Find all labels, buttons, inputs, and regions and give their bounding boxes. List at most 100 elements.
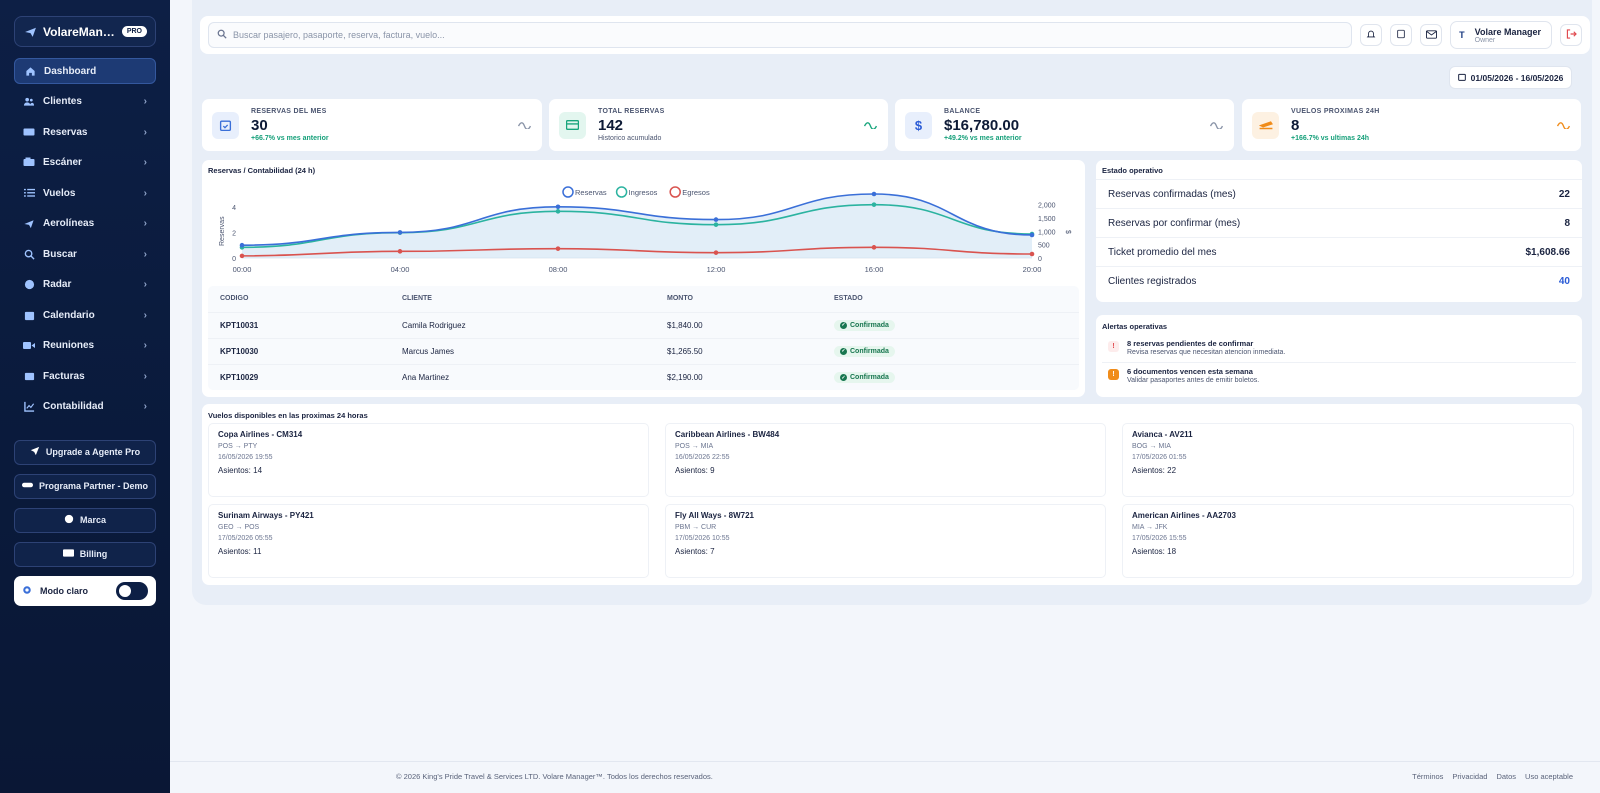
column-header: MONTO [667,295,693,303]
messages-button[interactable] [1420,24,1443,46]
billing-button[interactable]: Billing [14,541,156,567]
sidebar-item-dashboard[interactable]: Dashboard [14,58,156,84]
dollar-icon: $ [905,111,932,139]
series-point-egresos [555,246,561,251]
partner-program-button[interactable]: Programa Partner - Demo [14,473,156,499]
y-tick-label: 4 [232,205,236,212]
upgrade-button[interactable]: Upgrade a Agente Pro [14,439,156,465]
alertas-panel: Alertas operativas ! 8 reservas pendient… [1096,315,1582,397]
chevron-right-icon: › [143,126,147,138]
sidebar-item-label: Reuniones [43,340,95,351]
sidebar-item-buscar[interactable]: Buscar › [14,241,156,267]
y2-axis-title: $ [1064,230,1071,234]
cell-code: KPT10030 [208,337,390,364]
kpi-card-balance: $ BALANCE $16,780.00 +49.2% vs mes anter… [895,99,1234,151]
sidebar-item-radar[interactable]: Radar › [14,272,156,298]
flight-card[interactable]: Caribbean Airlines - BW484 POS → MIA 16/… [665,423,1106,497]
user-menu[interactable]: T Volare Manager Owner [1450,21,1552,49]
alert-item[interactable]: ! 6 documentos vencen esta semana Validar… [1102,367,1576,384]
footer-links: Términos Privacidad Datos Uso aceptable [1412,772,1573,781]
note-icon [1396,26,1406,44]
footer-link-uso-aceptable[interactable]: Uso aceptable [1525,772,1573,781]
brand-button-label: Marca [79,515,106,525]
notifications-button[interactable] [1360,24,1383,46]
sidebar-item-vuelos[interactable]: Vuelos › [14,180,156,206]
flight-route: PBM → CUR [675,524,717,531]
reservations-table: CODIGO CLIENTE MONTO ESTADO KPT10031 Cam… [208,286,1079,390]
y2-tick-label: 1,000 [1038,229,1056,236]
footer-link-datos[interactable]: Datos [1496,772,1517,781]
sidebar-item-aerolineas[interactable]: Aerolíneas › [14,211,156,237]
flight-card[interactable]: Fly All Ways - 8W721 PBM → CUR 17/05/202… [665,504,1106,578]
scanner-icon [23,157,35,169]
chart-table-panel: Reservas / Contabilidad (24 h) Reservas I… [202,160,1085,397]
table-row[interactable]: KPT10031 Camila Rodriguez $1,840.00 ✓ Con… [208,311,1079,338]
table-row[interactable]: KPT10029 Ana Martinez $2,190.00 ✓ Confirm… [208,363,1079,390]
logout-button[interactable] [1560,24,1582,46]
flight-card[interactable]: American Airlines - AA2703 MIA → JFK 17/… [1122,504,1574,578]
series-point-reservas [713,217,719,222]
cell-code: KPT10029 [208,363,390,390]
footer-link-privacidad[interactable]: Privacidad [1452,772,1488,781]
chevron-right-icon: › [143,309,147,321]
table-header-row: CODIGO CLIENTE MONTO ESTADO [208,286,1079,312]
alert-desc: Revisa reservas que necesitan atencion i… [1127,349,1286,356]
flight-seats: Asientos: 9 [675,466,715,475]
kpi-label: BALANCE [944,108,981,115]
kpi-sub: Historico acumulado [598,135,662,142]
flight-date: 17/05/2026 01:55 [1132,454,1187,461]
status-badge: ✓ Confirmada [834,345,895,357]
series-point-egresos [239,253,245,259]
sidebar-item-calendario[interactable]: Calendario › [14,302,156,328]
search-box[interactable] [208,22,1353,48]
notes-button[interactable] [1390,24,1413,46]
trend-icon [1209,116,1224,134]
sidebar-item-contabilidad[interactable]: Contabilidad › [14,394,156,420]
stat-value: 40 [1558,275,1570,287]
flight-route: BOG → MIA [1132,443,1171,450]
mode-toggle[interactable] [116,581,148,600]
flight-seats: Asientos: 7 [675,547,715,556]
sidebar-item-reuniones[interactable]: Reuniones › [14,333,156,359]
sidebar-item-facturas[interactable]: Facturas › [14,363,156,389]
date-range-picker[interactable]: 01/05/2026 - 16/05/2026 [1449,66,1572,89]
calendar-icon [23,309,35,321]
invoice-icon [23,370,35,382]
footer-link-terminos[interactable]: Términos [1412,772,1444,781]
upgrade-label: Upgrade a Agente Pro [45,447,141,457]
cell-status: ✓ Confirmada [822,337,1079,364]
sidebar-item-label: Facturas [43,370,85,382]
sidebar-item-escaner[interactable]: Escáner › [14,150,156,176]
sidebar-item-label: Escáner [43,157,82,168]
search-input[interactable] [233,30,1344,40]
flight-card[interactable]: Surinam Airways - PY421 GEO → POS 17/05/… [208,504,649,578]
chevron-right-icon: › [143,401,147,412]
reservas-area [242,194,1032,258]
kpi-sub: +166.7% vs ultimas 24h [1291,135,1370,142]
series-point-reservas [397,230,403,235]
sidebar-item-reservas[interactable]: Reservas › [14,119,156,145]
sidebar-item-clientes[interactable]: Clientes › [14,89,156,115]
brand-button[interactable]: Marca [14,507,156,533]
alert-item[interactable]: ! 8 reservas pendientes de confirmar Revi… [1102,339,1576,363]
flight-card[interactable]: Copa Airlines - CM314 POS → PTY 16/05/20… [208,423,649,497]
flight-seats: Asientos: 14 [218,466,263,475]
status-label: Confirmada [850,347,889,355]
kpi-sub: +66.7% vs mes anterior [251,135,329,142]
chevron-right-icon: › [143,370,147,382]
flight-card[interactable]: Avianca - AV211 BOG → MIA 17/05/2026 01:… [1122,423,1574,497]
sidebar-nav: Dashboard Clientes › Reservas › Escáner … [14,58,156,420]
table-row[interactable]: KPT10030 Marcus James $1,265.50 ✓ Confirm… [208,337,1079,364]
palette-icon [64,514,74,526]
avatar: T [1459,30,1465,40]
calendar-check-icon [212,111,239,139]
y2-tick-label: 2,000 [1038,203,1056,210]
home-icon [24,65,36,77]
card-icon [62,549,74,559]
chevron-right-icon: › [143,157,147,168]
user-name: Volare Manager [1474,26,1541,37]
flight-route: MIA → JFK [1132,524,1168,531]
mode-label: Modo claro [40,585,89,596]
cell-status: ✓ Confirmada [822,363,1079,390]
